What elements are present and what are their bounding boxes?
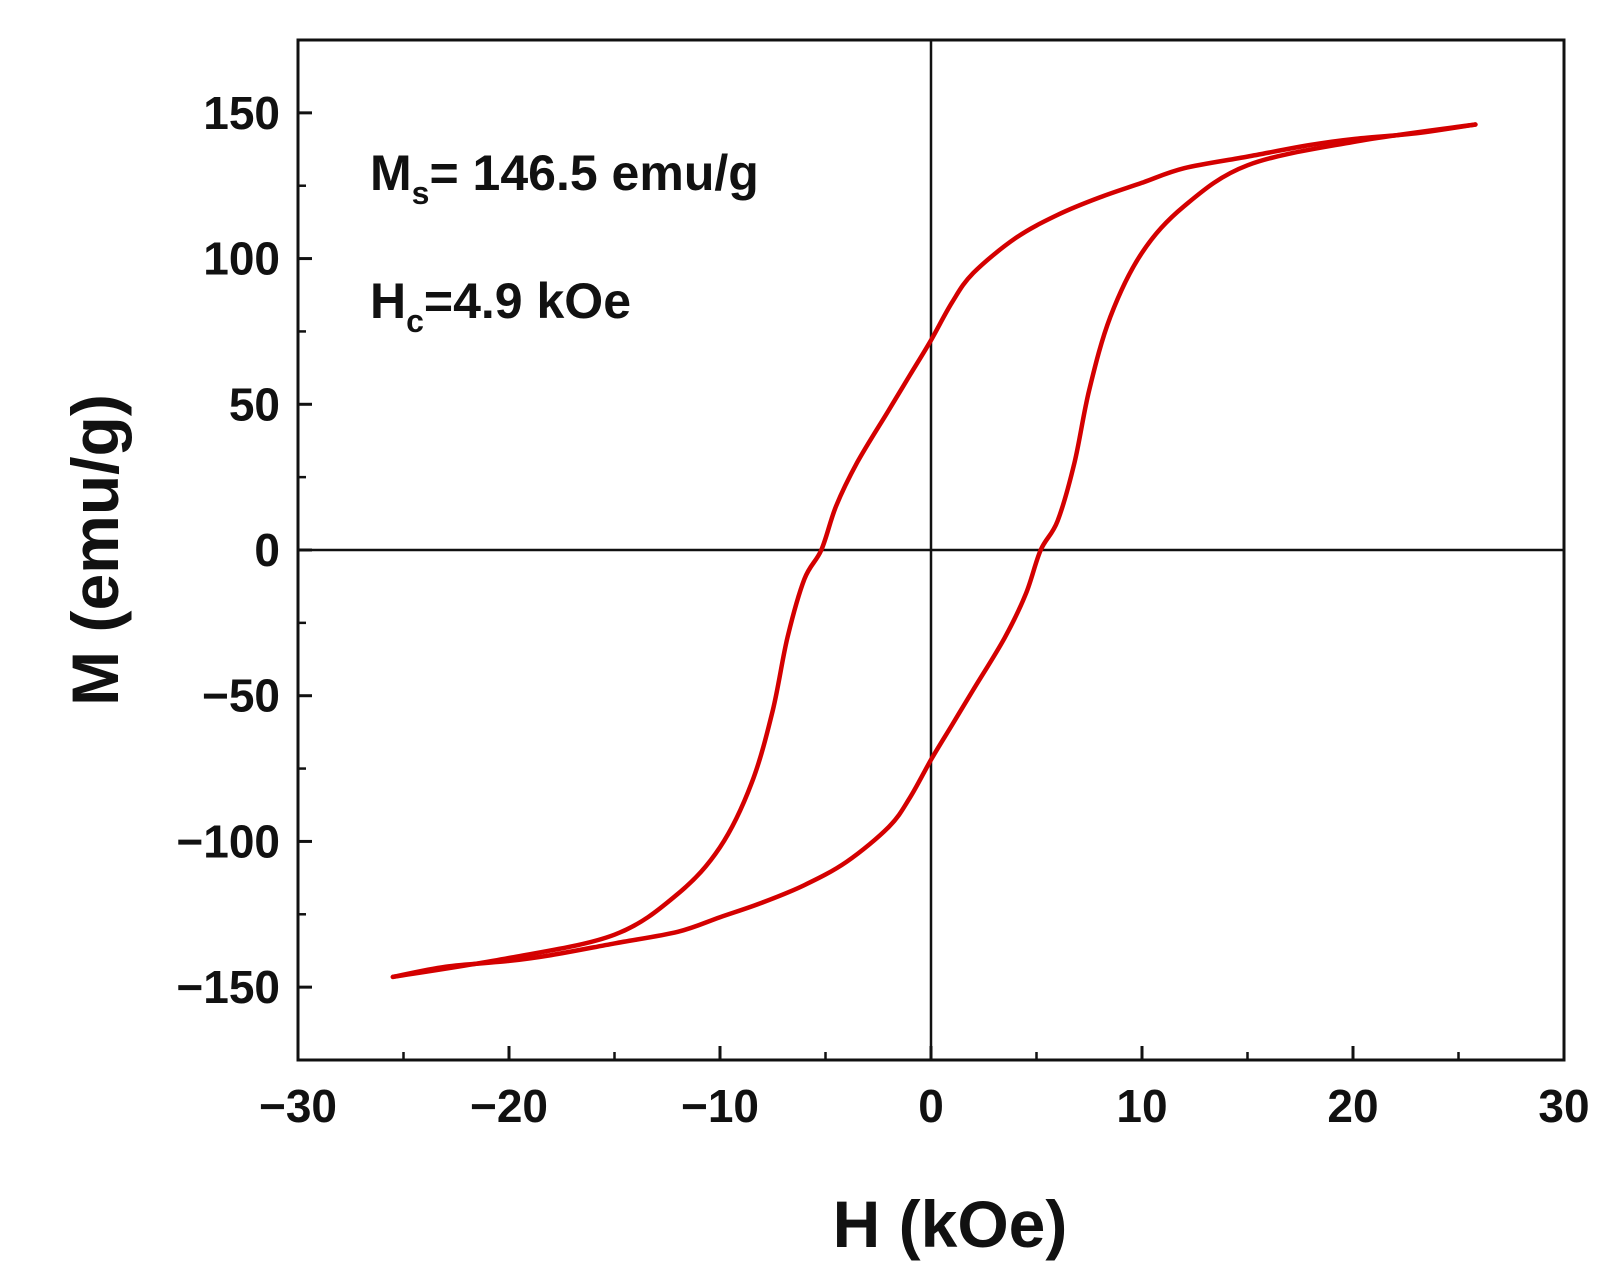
annotation-hc: Hc=4.9 kOe — [370, 273, 631, 339]
x-axis-title: H (kOe) — [833, 1187, 1068, 1261]
y-axis-title: M (emu/g) — [58, 394, 132, 706]
data-series — [390, 122, 1478, 980]
axis-ticks — [296, 38, 1566, 1062]
y-tick-label: 50 — [229, 378, 280, 430]
series-descending-branch — [390, 122, 1478, 980]
x-tick-label: −10 — [681, 1080, 759, 1132]
y-tick-label: −150 — [176, 961, 280, 1013]
y-tick-label: −100 — [176, 815, 280, 867]
x-tick-label: 30 — [1538, 1080, 1589, 1132]
x-tick-label: 10 — [1116, 1080, 1167, 1132]
y-tick-label: 100 — [203, 233, 280, 285]
y-tick-label: −50 — [202, 670, 280, 722]
x-tick-label: −30 — [259, 1080, 337, 1132]
y-tick-label: 150 — [203, 87, 280, 139]
annotation-ms: Ms= 146.5 emu/g — [370, 145, 759, 211]
y-tick-label: 0 — [254, 524, 280, 576]
x-tick-label: 0 — [918, 1080, 944, 1132]
series-ascending-branch — [390, 122, 1478, 980]
x-tick-label: 20 — [1327, 1080, 1378, 1132]
zero-lines — [298, 40, 1564, 1060]
x-tick-label: −20 — [470, 1080, 548, 1132]
